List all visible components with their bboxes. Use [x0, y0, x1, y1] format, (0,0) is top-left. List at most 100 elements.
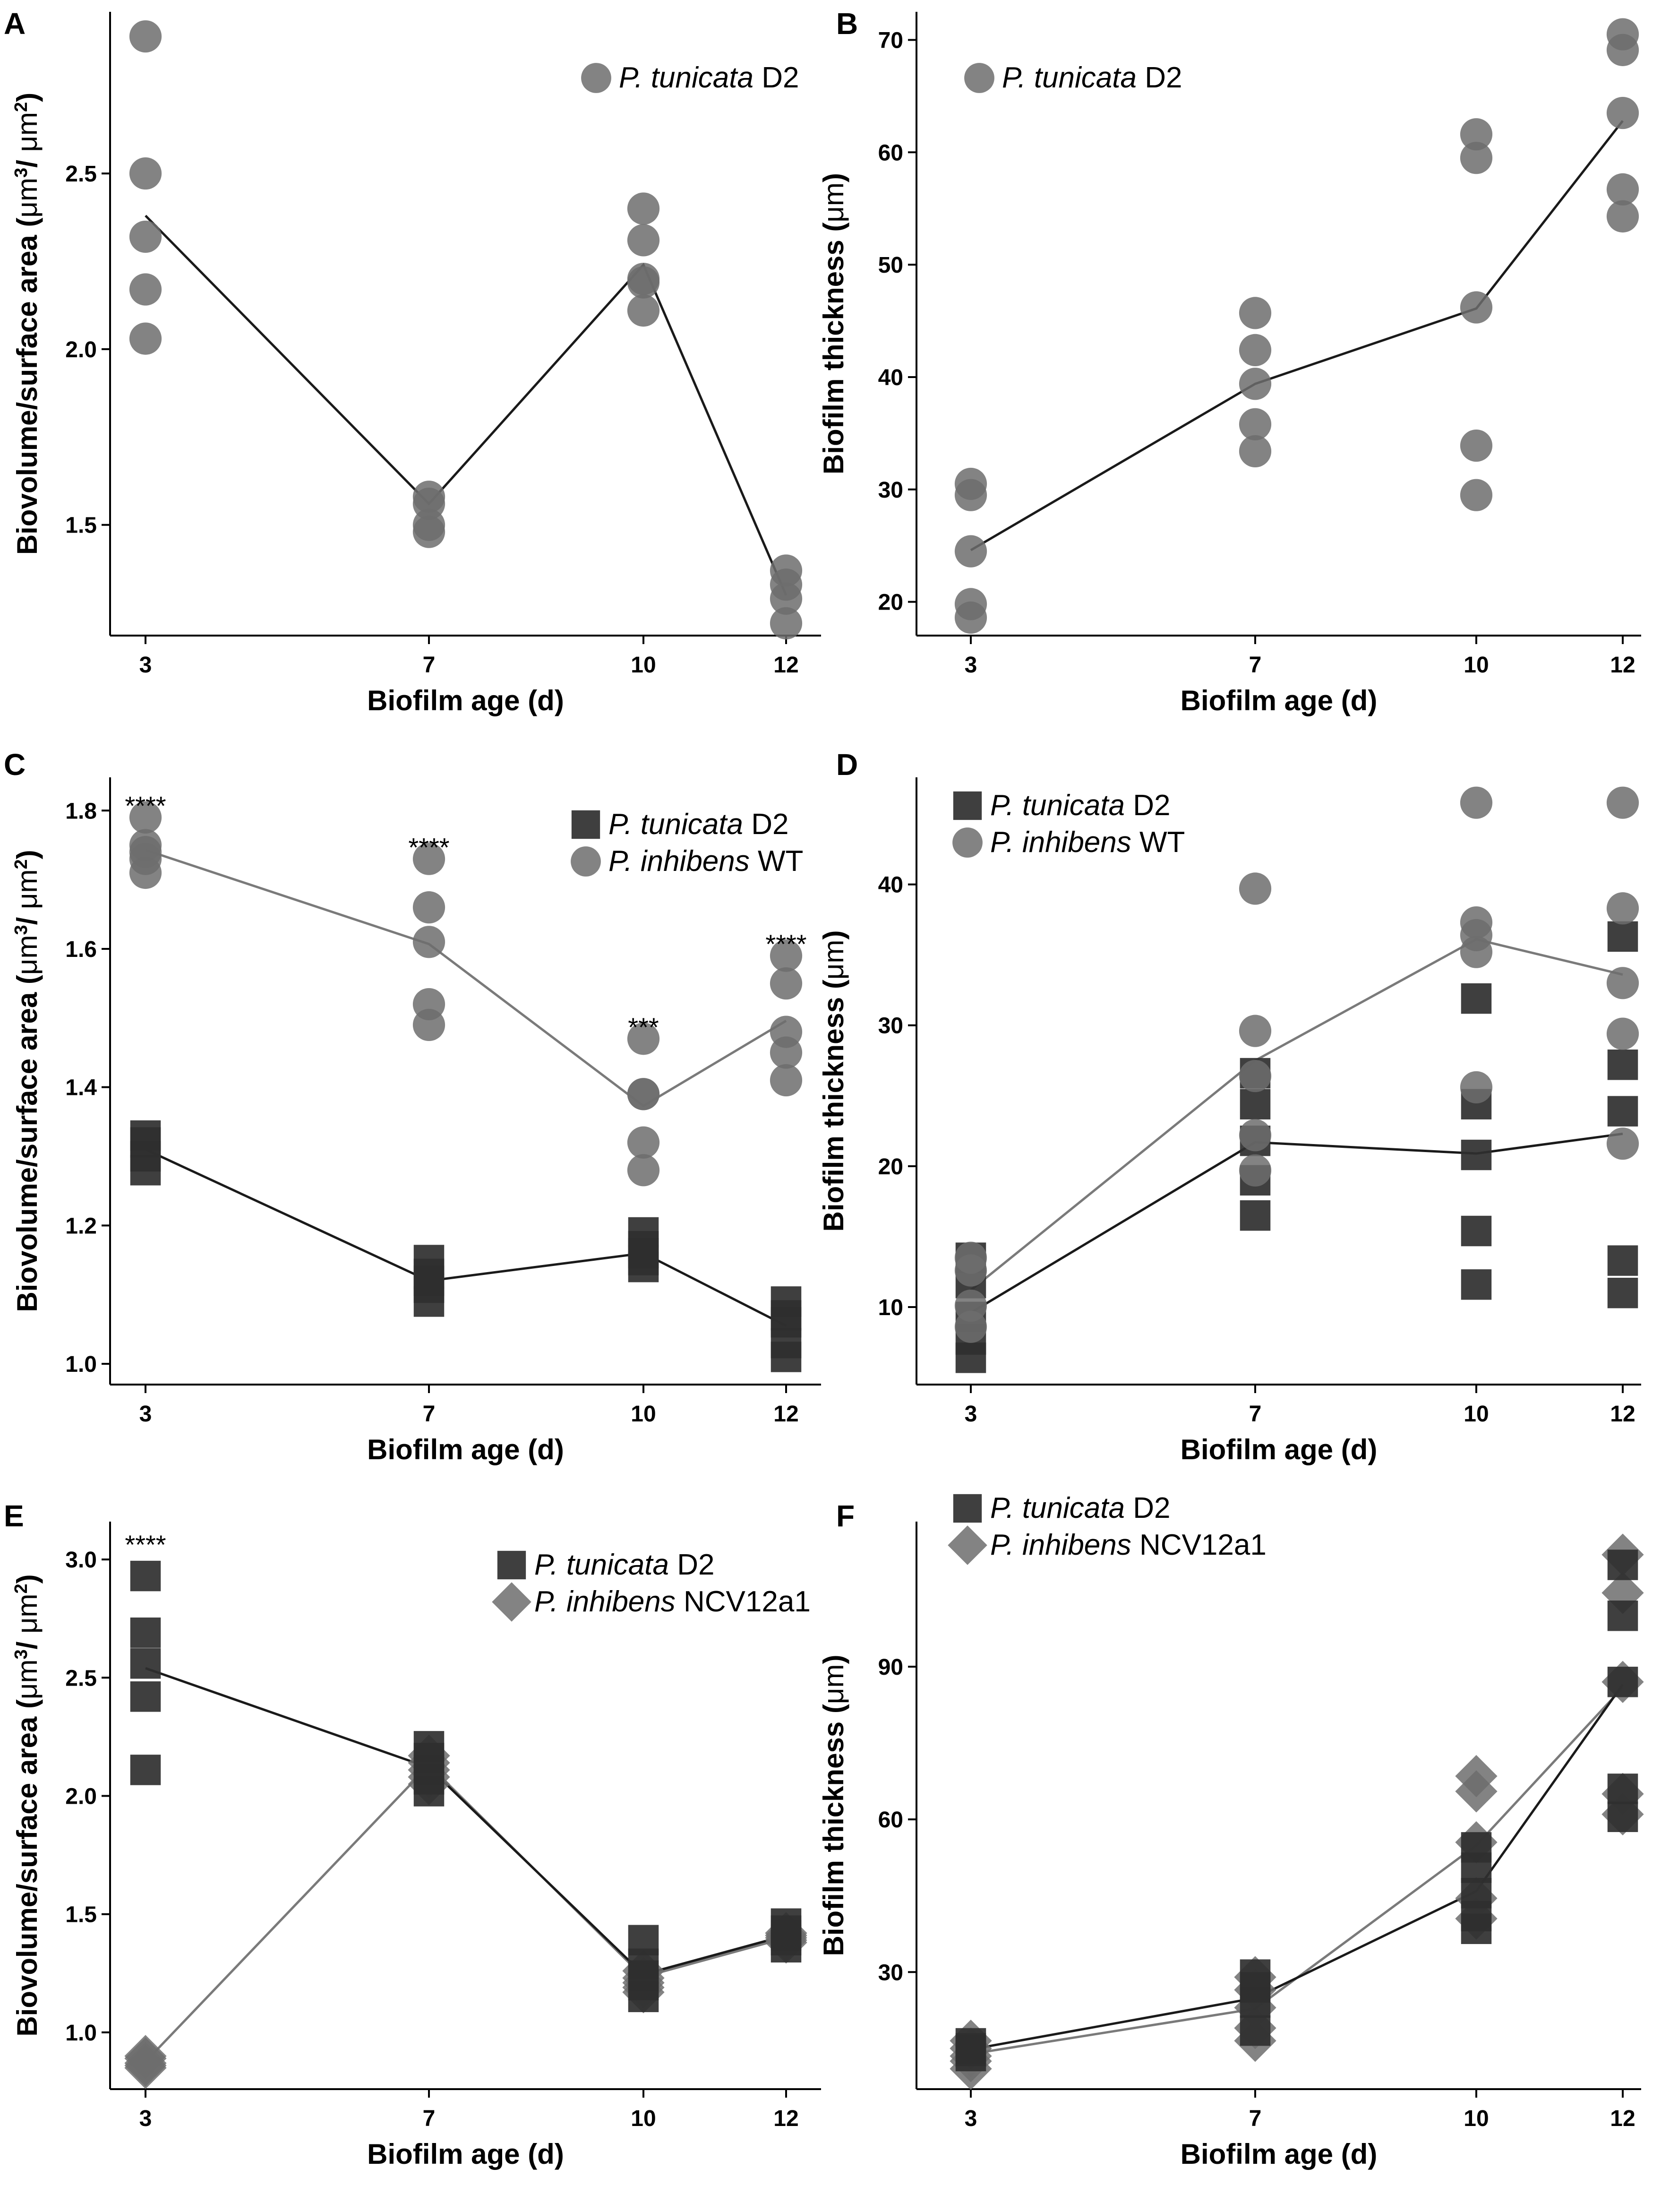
- data-point: [954, 535, 987, 568]
- x-tick-label: 7: [1249, 2106, 1262, 2131]
- y-tick-label: 90: [878, 1655, 903, 1680]
- legend-label: P. tunicata D2: [534, 1549, 714, 1581]
- data-point: [1606, 1128, 1639, 1160]
- data-point: [1239, 297, 1272, 329]
- data-point: [130, 1648, 161, 1679]
- y-tick-label: 2.5: [65, 162, 97, 187]
- series-line: [970, 1687, 1624, 2056]
- legend-marker: [492, 1582, 531, 1622]
- data-point: [627, 224, 660, 257]
- data-point: [1239, 334, 1272, 366]
- chart-panel-b: 20 30 40 50 60 70 3 7 10 12 Biofilm age (d) Biofilm…: [818, 7, 1641, 716]
- data-point: [1461, 1852, 1492, 1883]
- data-point: [1455, 1770, 1498, 1813]
- data-point: [1460, 429, 1493, 462]
- data-point: [1607, 1277, 1638, 1308]
- x-tick-label: 3: [139, 2106, 152, 2131]
- series-line: [145, 1763, 787, 2063]
- x-axis-label: Biofilm age (d): [367, 1434, 564, 1465]
- data-point: [955, 2040, 986, 2072]
- data-point: [955, 1343, 986, 1373]
- data-point: [129, 322, 162, 355]
- data-point: [130, 1617, 161, 1648]
- data-point: [770, 582, 803, 615]
- y-tick-label: 1.0: [65, 1352, 97, 1377]
- data-point: [1240, 1089, 1271, 1119]
- data-point: [1606, 173, 1639, 206]
- y-tick-label: 10: [878, 1295, 903, 1320]
- y-tick-label: 60: [878, 140, 903, 165]
- data-point: [1239, 435, 1272, 468]
- y-tick-label: 1.8: [65, 799, 97, 824]
- data-point: [412, 926, 445, 958]
- legend-marker: [581, 63, 611, 93]
- series-line: [970, 938, 1623, 1291]
- x-axis-label: Biofilm age (d): [1181, 2138, 1378, 2170]
- data-point: [1607, 921, 1638, 952]
- data-point: [1606, 34, 1639, 66]
- x-tick-label: 7: [423, 2106, 436, 2131]
- x-tick-label: 3: [139, 1402, 152, 1427]
- legend-label: P. tunicata D2: [619, 61, 799, 94]
- legend-label: P. inhibens NCV12a1: [534, 1585, 811, 1618]
- data-point: [130, 1755, 161, 1785]
- data-point: [628, 1981, 659, 2013]
- significance-annotation: ****: [125, 1530, 166, 1559]
- data-point: [1606, 892, 1639, 925]
- x-tick-label: 12: [773, 1402, 798, 1427]
- data-point: [1239, 1154, 1272, 1187]
- data-point: [1460, 479, 1493, 511]
- data-point: [1239, 1059, 1272, 1093]
- legend-marker: [948, 1525, 987, 1565]
- data-point: [770, 1064, 803, 1097]
- legend-marker: [571, 846, 601, 877]
- x-tick-label: 3: [965, 653, 977, 678]
- y-axis-label: Biofilm thickness (μm): [818, 930, 849, 1232]
- data-point: [627, 1154, 660, 1187]
- x-tick-label: 10: [1464, 653, 1489, 678]
- x-tick-label: 10: [1464, 2106, 1489, 2131]
- x-axis-label: Biofilm age (d): [367, 685, 564, 716]
- legend-marker: [953, 791, 982, 820]
- y-axis-label: Biofilm thickness (μm): [818, 173, 849, 474]
- legend-label: P. inhibens WT: [990, 826, 1185, 859]
- legend-label: P. tunicata D2: [990, 1492, 1170, 1524]
- y-tick-label: 40: [878, 365, 903, 390]
- x-tick-label: 10: [1464, 1402, 1489, 1427]
- x-tick-label: 7: [1249, 1402, 1262, 1427]
- y-axis-label: Biovolume/surface area (μm3/ μm2): [11, 1574, 43, 2036]
- data-point: [1240, 2015, 1271, 2046]
- data-point: [1607, 1601, 1638, 1631]
- data-point: [129, 157, 162, 190]
- chart-panel-e: 1.0 1.5 2.0 2.5 3.0 3 7 10 12 Biofilm age (d) Biov…: [4, 1499, 821, 2170]
- data-point: [1606, 96, 1639, 129]
- x-tick-label: 12: [773, 653, 798, 678]
- y-tick-label: 60: [878, 1807, 903, 1833]
- data-point: [412, 843, 445, 875]
- y-tick-label: 2.0: [65, 337, 97, 362]
- legend-label: P. tunicata D2: [1002, 61, 1182, 94]
- legend-label: P. tunicata D2: [990, 789, 1170, 822]
- significance-annotation: ****: [125, 791, 166, 820]
- data-point: [954, 479, 987, 511]
- data-point: [129, 801, 162, 834]
- x-axis-label: Biofilm age (d): [1181, 685, 1378, 716]
- data-point: [627, 192, 660, 225]
- data-point: [954, 601, 987, 634]
- data-point: [130, 1560, 161, 1592]
- series-line: [145, 1667, 787, 1976]
- data-point: [1239, 408, 1272, 440]
- data-point: [129, 273, 162, 306]
- y-axis-label: Biofilm thickness (μm): [818, 1655, 849, 1956]
- y-tick-label: 1.6: [65, 937, 97, 962]
- x-tick-label: 3: [965, 2106, 977, 2131]
- data-point: [627, 1078, 660, 1110]
- series-line: [145, 1148, 787, 1327]
- data-point: [412, 891, 445, 924]
- legend-marker: [952, 827, 983, 858]
- data-point: [1460, 786, 1493, 819]
- data-point: [130, 1155, 161, 1186]
- data-point: [1607, 1245, 1638, 1276]
- data-point: [129, 20, 162, 53]
